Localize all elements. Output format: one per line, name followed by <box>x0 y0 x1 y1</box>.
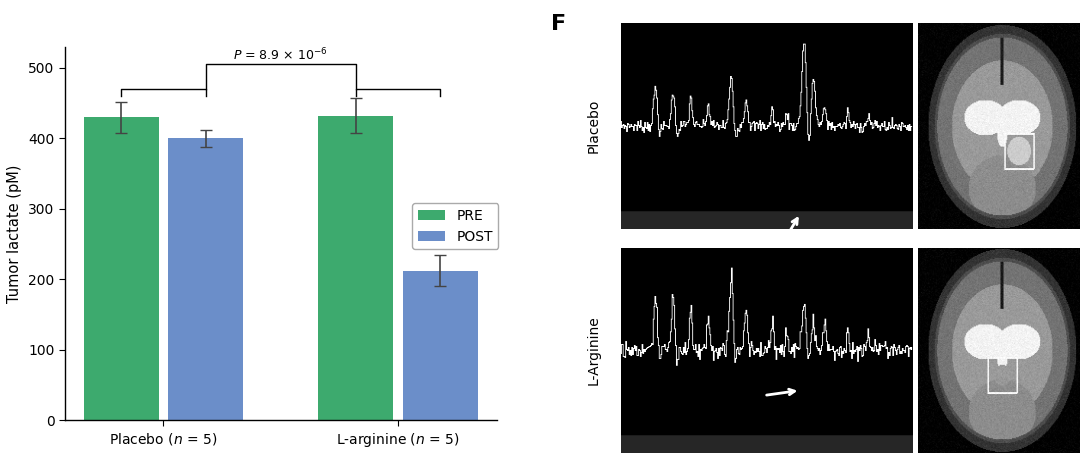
Bar <box>168 138 243 420</box>
Legend: PRE, POST: PRE, POST <box>411 203 499 249</box>
Bar <box>319 116 393 420</box>
Y-axis label: Tumor lactate (pM): Tumor lactate (pM) <box>8 164 23 303</box>
Text: F: F <box>551 14 566 34</box>
Text: Placebo: Placebo <box>586 99 600 153</box>
Text: Image: Image <box>957 23 1010 38</box>
Text: $P$ = 8.9 × 10$^{-6}$: $P$ = 8.9 × 10$^{-6}$ <box>233 46 328 63</box>
Text: Spectogram: Spectogram <box>686 23 789 38</box>
Text: L-Arginine: L-Arginine <box>586 315 600 385</box>
Bar <box>403 271 478 420</box>
Bar <box>83 117 159 420</box>
